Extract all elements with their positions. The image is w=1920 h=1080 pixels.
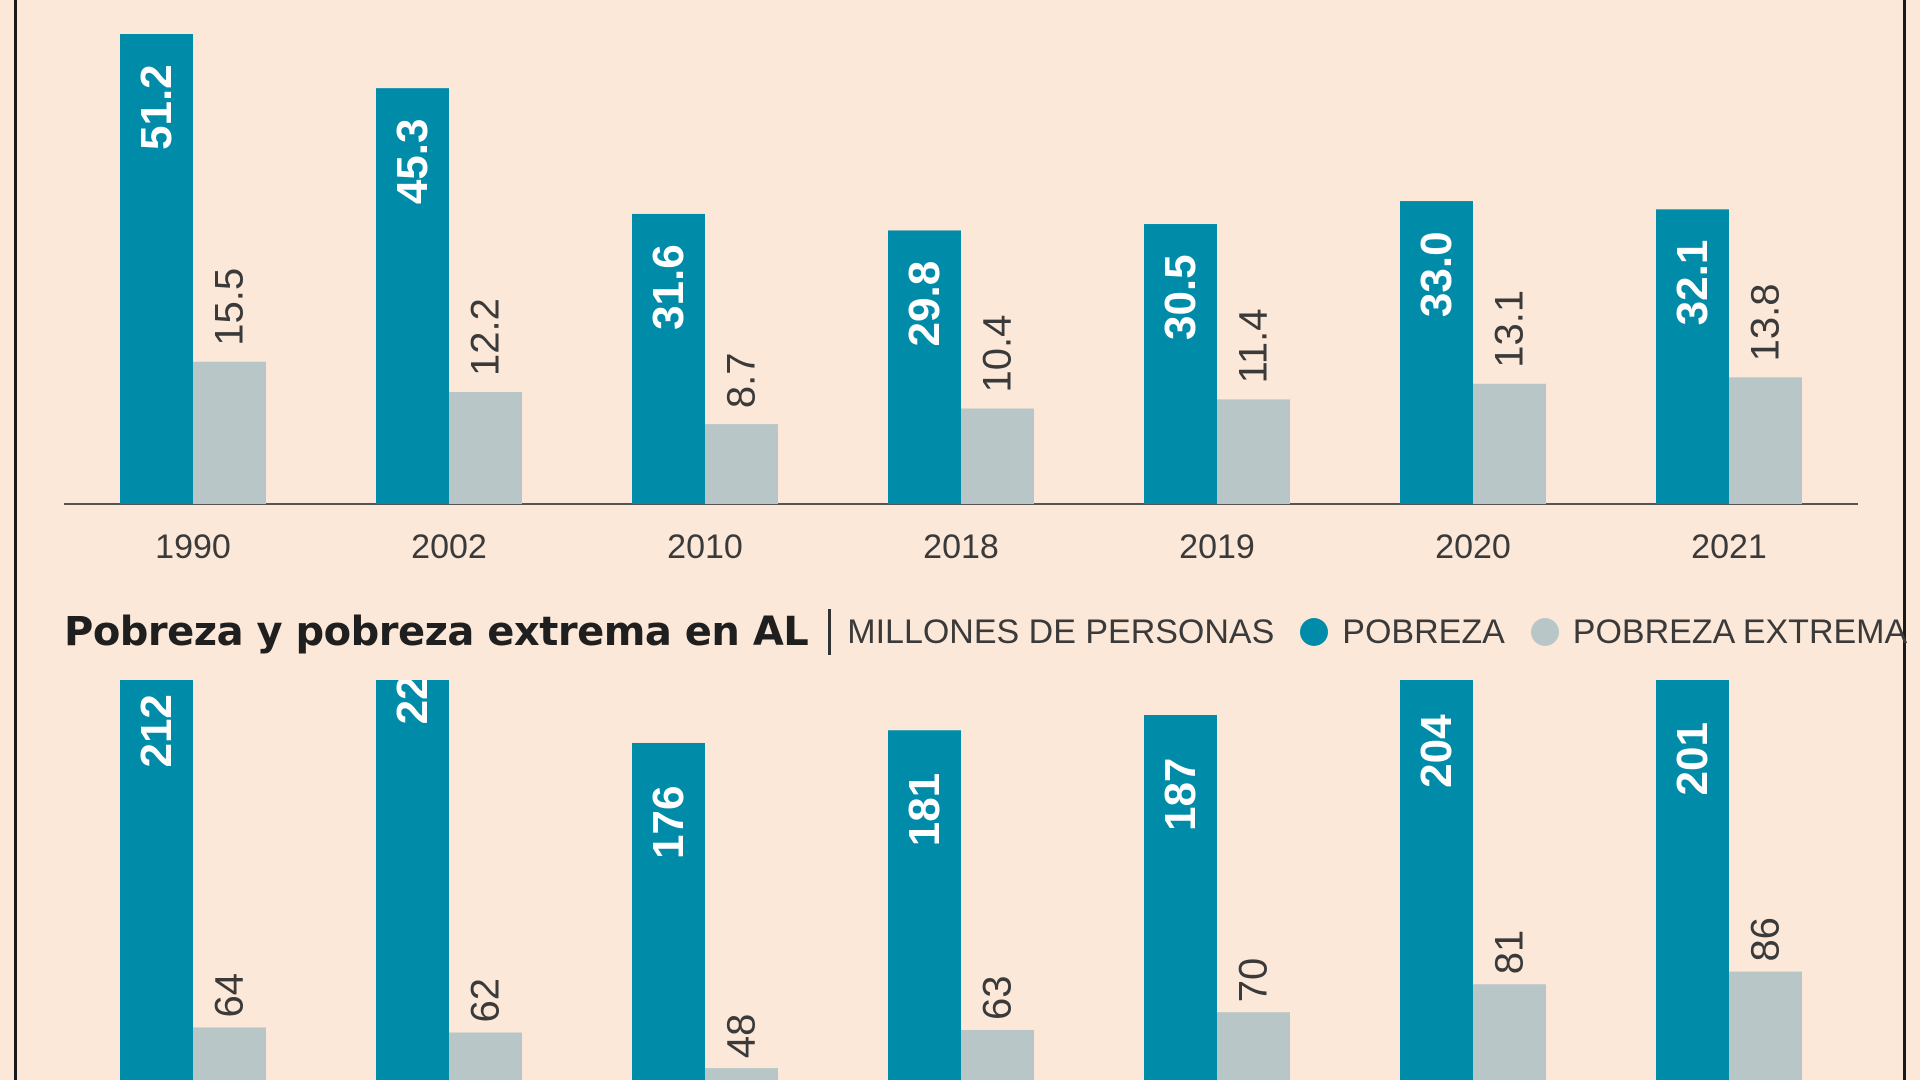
bar-pobreza-extrema-2002 — [449, 392, 522, 504]
bar-pobreza-extrema-2018 — [961, 408, 1034, 504]
x-tick-label-2020: 2020 — [1435, 528, 1511, 566]
bar-pobreza-2010 — [632, 213, 705, 504]
bar-pobreza-2002 — [376, 680, 449, 1080]
bar-pobreza-extrema-2018 — [961, 1029, 1034, 1080]
data-label-pobreza-2019: 187 — [1156, 758, 1205, 831]
data-label-pobreza-extrema-2010: 48 — [720, 1014, 764, 1059]
data-label-pobreza-2021: 32.1 — [1668, 240, 1717, 326]
bar-pobreza-2002 — [376, 88, 449, 504]
bar-pobreza-extrema-2002 — [449, 1032, 522, 1080]
data-label-pobreza-extrema-2018: 63 — [976, 975, 1020, 1020]
bar-pobreza-1990 — [120, 680, 193, 1080]
bar-pobreza-extrema-2021 — [1729, 971, 1802, 1080]
bar-pobreza-extrema-2020 — [1473, 383, 1546, 504]
bar-pobreza-extrema-2019 — [1217, 1012, 1290, 1080]
legend-label-pobreza-extrema: POBREZA EXTREMA — [1572, 612, 1908, 651]
x-tick-label-2010: 2010 — [667, 528, 743, 566]
data-label-pobreza-extrema-2002: 62 — [464, 978, 508, 1023]
data-label-pobreza-extrema-1990: 15.5 — [208, 268, 252, 346]
bar-pobreza-2021 — [1656, 209, 1729, 504]
x-tick-label-2021: 2021 — [1691, 528, 1767, 566]
data-label-pobreza-2010: 176 — [644, 786, 693, 859]
legend-item-pobreza: POBREZA — [1300, 612, 1505, 652]
bar-pobreza-2020 — [1400, 201, 1473, 504]
data-label-pobreza-extrema-2020: 13.1 — [1488, 290, 1532, 368]
data-label-pobreza-extrema-2021: 86 — [1744, 917, 1788, 962]
data-label-pobreza-2020: 204 — [1412, 714, 1461, 788]
bar-pobreza-extrema-1990 — [193, 361, 266, 504]
frame-left-border — [14, 0, 17, 1080]
poverty-millions-bar-chart: 212 64 229 62 176 48 181 63 187 70 204 81 201 86 — [120, 680, 1802, 1080]
frame-right-border — [1903, 0, 1906, 1080]
bar-pobreza-2018 — [888, 230, 961, 504]
bar-pobreza-2021 — [1656, 680, 1729, 1080]
bar-pobreza-extrema-2010 — [705, 1068, 778, 1080]
data-label-pobreza-extrema-2019: 11.4 — [1232, 308, 1276, 383]
chart-legend: Pobreza y pobreza extrema en AL MILLONES… — [64, 600, 1907, 664]
legend-item-pobreza-extrema: POBREZA EXTREMA — [1530, 612, 1908, 652]
data-label-pobreza-extrema-2020: 81 — [1488, 930, 1532, 975]
x-tick-label-2019: 2019 — [1179, 528, 1255, 566]
data-label-pobreza-1990: 51.2 — [132, 64, 181, 150]
data-label-pobreza-2002: 229 — [388, 680, 437, 724]
legend-label-pobreza: POBREZA — [1342, 612, 1505, 651]
bar-pobreza-2019 — [1144, 224, 1217, 504]
poverty-rate-bar-chart: 51.2 15.5 1990 45.3 12.2 2002 31.6 8.7 2010 29.8 1… — [64, 34, 1858, 566]
bar-pobreza-2010 — [632, 742, 705, 1080]
data-label-pobreza-2002: 45.3 — [388, 119, 437, 205]
data-label-pobreza-2010: 31.6 — [644, 244, 693, 330]
data-label-pobreza-2019: 30.5 — [1156, 254, 1205, 340]
x-tick-label-2018: 2018 — [923, 528, 999, 566]
data-label-pobreza-extrema-2019: 70 — [1232, 958, 1276, 1003]
data-label-pobreza-extrema-1990: 64 — [208, 973, 252, 1018]
pobreza-swatch-icon — [1300, 618, 1329, 646]
legend-divider — [828, 609, 832, 655]
bar-pobreza-extrema-2020 — [1473, 984, 1546, 1080]
bar-pobreza-extrema-1990 — [193, 1027, 266, 1080]
bar-pobreza-extrema-2021 — [1729, 377, 1802, 504]
bar-pobreza-extrema-2019 — [1217, 399, 1290, 504]
data-label-pobreza-2021: 201 — [1668, 722, 1717, 795]
bar-pobreza-2019 — [1144, 715, 1217, 1080]
bar-pobreza-1990 — [120, 34, 193, 504]
units-label: MILLONES DE PERSONAS — [847, 612, 1275, 651]
bar-pobreza-extrema-2010 — [705, 424, 778, 504]
data-label-pobreza-extrema-2018: 10.4 — [976, 315, 1020, 393]
pobreza-extrema-swatch-icon — [1530, 618, 1559, 646]
bar-pobreza-2018 — [888, 730, 961, 1080]
chart-title: Pobreza y pobreza extrema en AL — [64, 609, 809, 655]
data-label-pobreza-2020: 33.0 — [1412, 231, 1461, 317]
data-label-pobreza-1990: 212 — [132, 694, 181, 767]
data-label-pobreza-2018: 181 — [900, 773, 949, 846]
bar-pobreza-2020 — [1400, 680, 1473, 1080]
data-label-pobreza-extrema-2002: 12.2 — [464, 298, 508, 376]
x-tick-label-2002: 2002 — [411, 528, 487, 566]
x-tick-label-1990: 1990 — [155, 528, 231, 566]
data-label-pobreza-2018: 29.8 — [900, 261, 949, 347]
data-label-pobreza-extrema-2010: 8.7 — [720, 353, 764, 409]
data-label-pobreza-extrema-2021: 13.8 — [1744, 283, 1788, 361]
